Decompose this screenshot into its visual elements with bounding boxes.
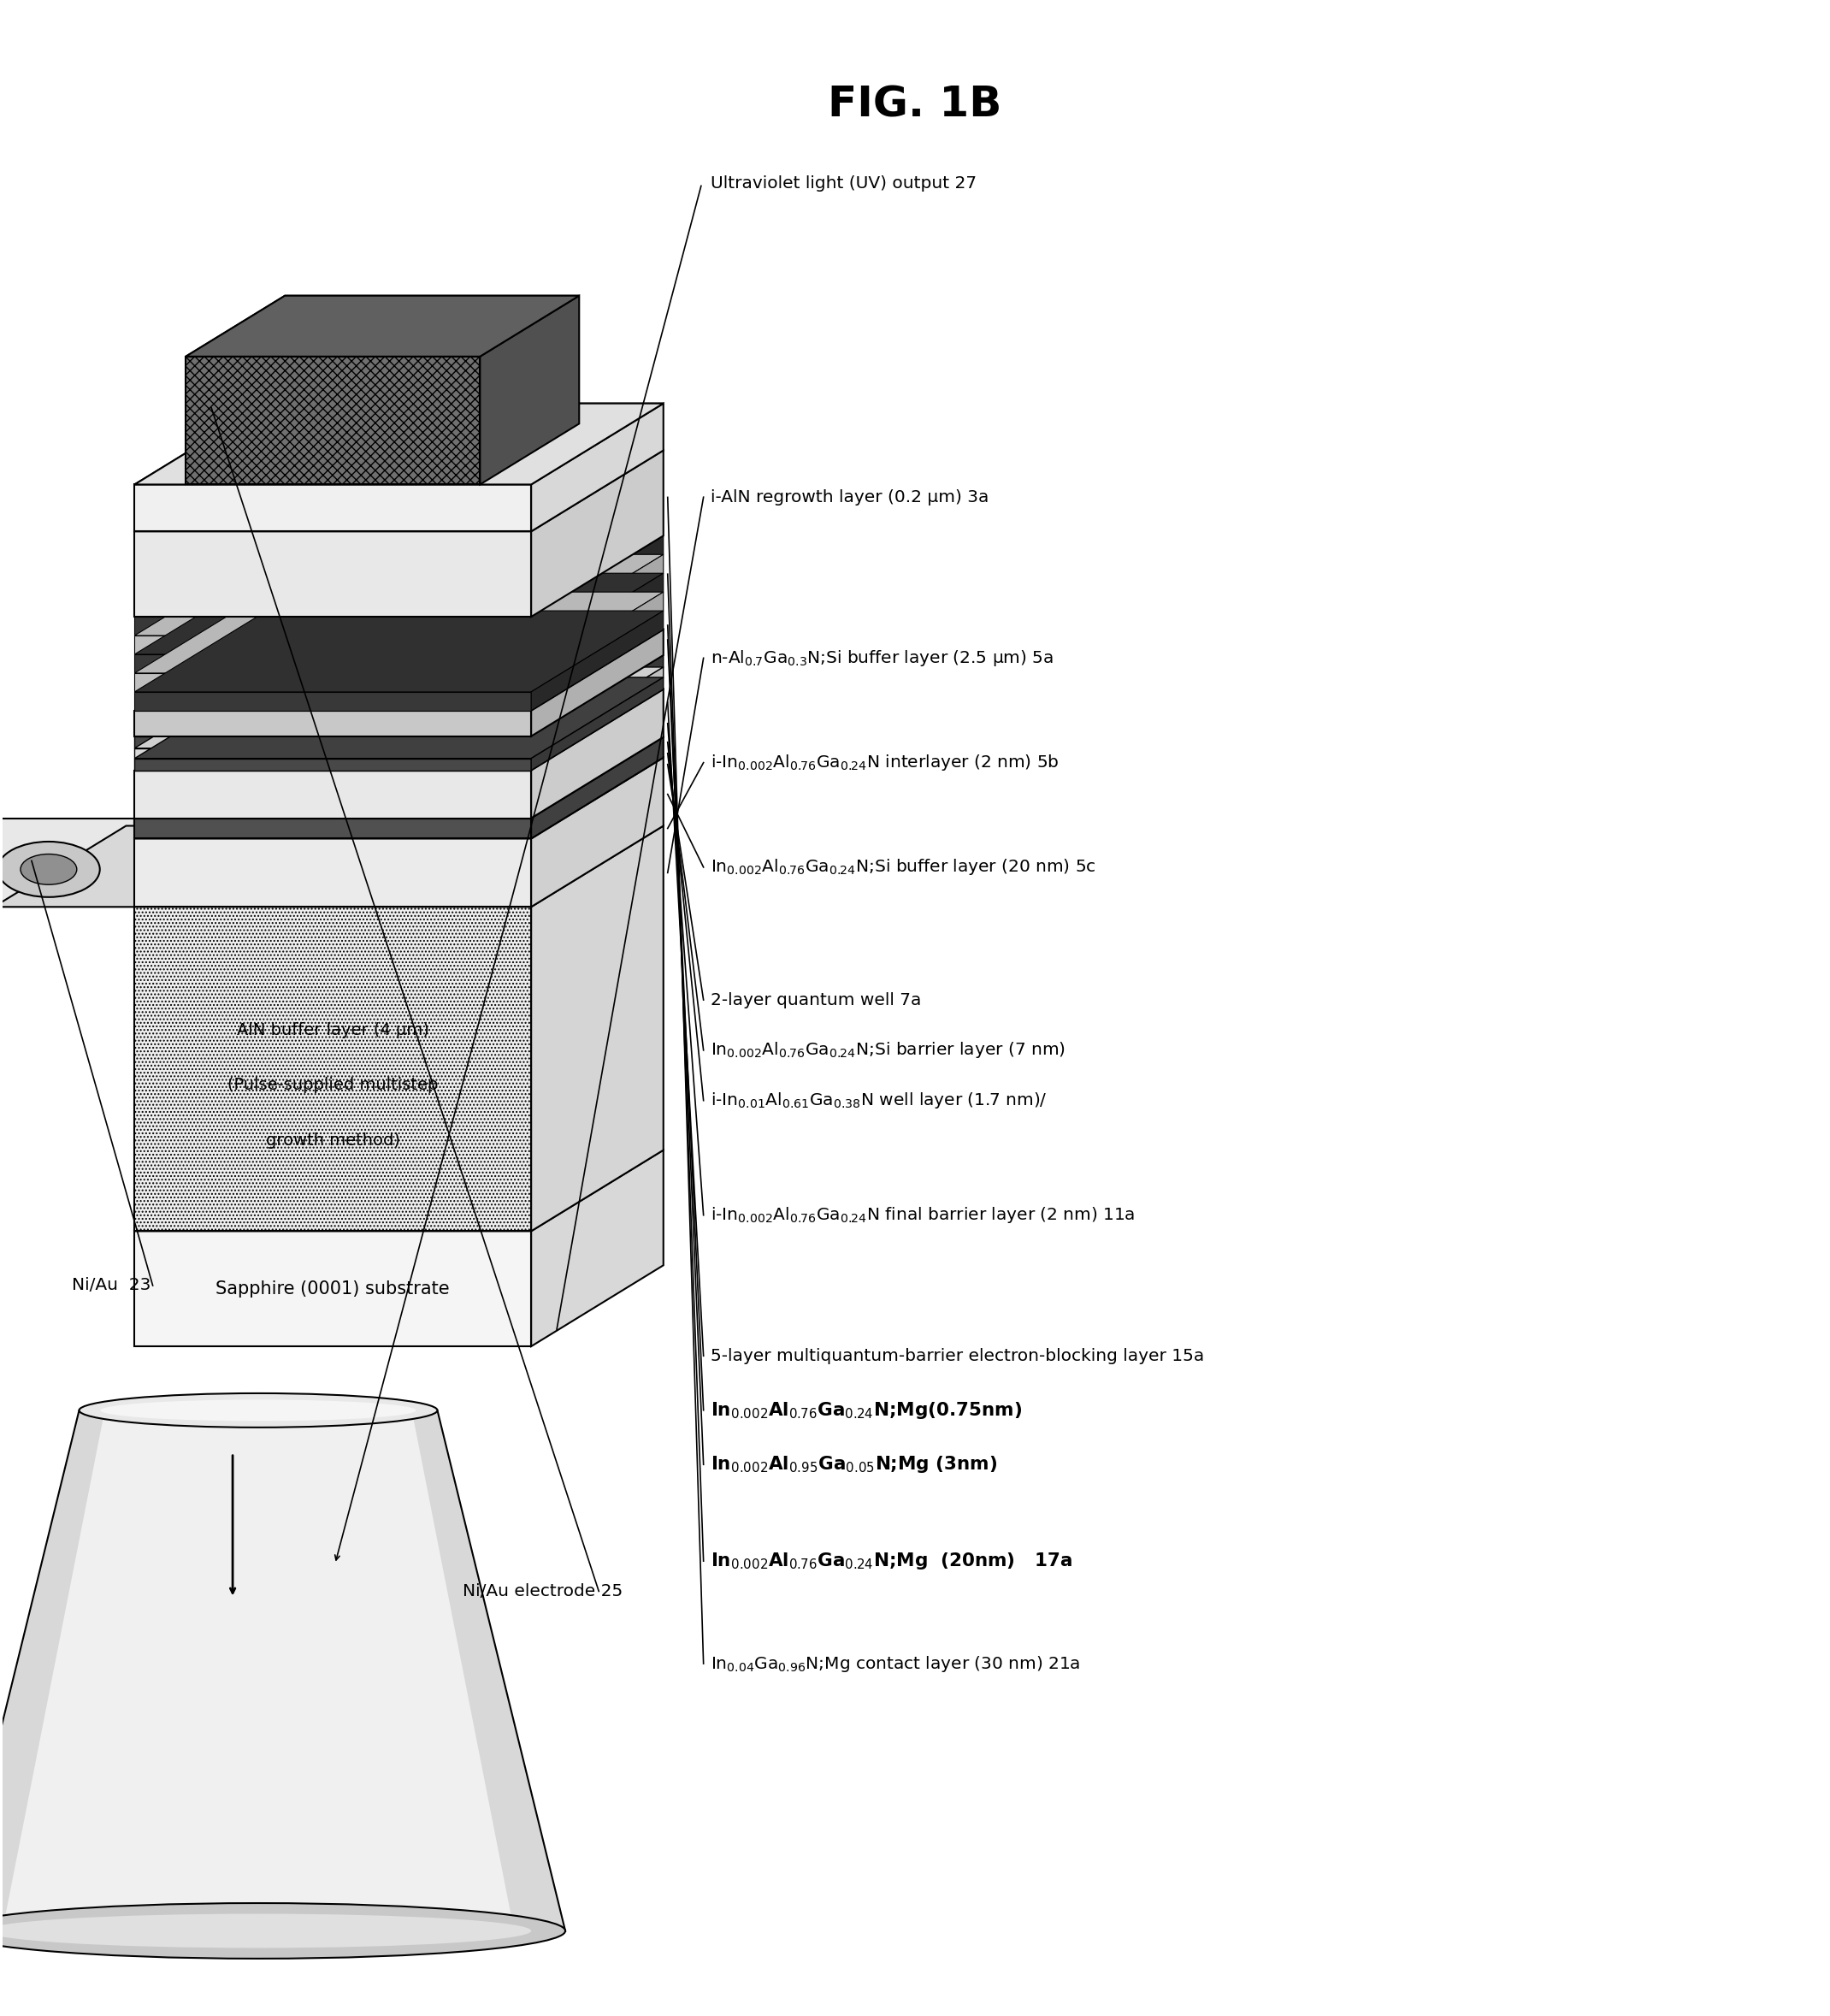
Polygon shape	[135, 691, 531, 710]
Polygon shape	[0, 827, 267, 907]
Polygon shape	[531, 655, 664, 748]
Polygon shape	[135, 655, 531, 673]
Text: i-In$_{0.002}$Al$_{0.76}$Ga$_{0.24}$N interlayer (2 nm) 5b: i-In$_{0.002}$Al$_{0.76}$Ga$_{0.24}$N in…	[710, 752, 1060, 772]
Text: FIG. 1B: FIG. 1B	[827, 85, 1003, 125]
Polygon shape	[531, 677, 664, 770]
Text: In$_{0.002}$Al$_{0.95}$Ga$_{0.05}$N;Mg (3nm): In$_{0.002}$Al$_{0.95}$Ga$_{0.05}$N;Mg (…	[710, 1454, 997, 1476]
Polygon shape	[531, 738, 664, 839]
Polygon shape	[135, 655, 664, 736]
Polygon shape	[2, 1411, 514, 1931]
Text: growth method): growth method)	[265, 1133, 401, 1149]
Polygon shape	[135, 536, 664, 617]
Text: In$_{0.04}$Ga$_{0.96}$N;Mg contact layer (30 nm) 21a: In$_{0.04}$Ga$_{0.96}$N;Mg contact layer…	[710, 1653, 1080, 1673]
Polygon shape	[135, 689, 664, 770]
Ellipse shape	[0, 1913, 531, 1947]
Polygon shape	[135, 617, 531, 635]
Polygon shape	[135, 573, 664, 655]
Polygon shape	[135, 667, 664, 748]
Polygon shape	[531, 611, 664, 710]
Polygon shape	[135, 1232, 531, 1347]
Polygon shape	[187, 357, 479, 484]
Text: n-Al$_{0.7}$Ga$_{0.3}$N;Si buffer layer (2.5 μm) 5a: n-Al$_{0.7}$Ga$_{0.3}$N;Si buffer layer …	[710, 649, 1054, 667]
Text: i-In$_{0.002}$Al$_{0.76}$Ga$_{0.24}$N final barrier layer (2 nm) 11a: i-In$_{0.002}$Al$_{0.76}$Ga$_{0.24}$N fi…	[710, 1206, 1135, 1226]
Polygon shape	[187, 296, 578, 357]
Text: Ultraviolet light (UV) output 27: Ultraviolet light (UV) output 27	[710, 175, 977, 192]
Text: In$_{0.002}$Al$_{0.76}$Ga$_{0.24}$N;Si barrier layer (7 nm): In$_{0.002}$Al$_{0.76}$Ga$_{0.24}$N;Si b…	[710, 1040, 1065, 1060]
Polygon shape	[531, 667, 664, 758]
Polygon shape	[135, 677, 664, 758]
Polygon shape	[531, 1149, 664, 1347]
Polygon shape	[135, 635, 531, 655]
Polygon shape	[135, 1149, 664, 1232]
Polygon shape	[135, 593, 664, 673]
Polygon shape	[531, 573, 664, 673]
Text: (Pulse-supplied multistep: (Pulse-supplied multistep	[227, 1077, 437, 1093]
Polygon shape	[135, 629, 664, 710]
Polygon shape	[135, 738, 664, 818]
Text: 5-layer multiquantum-barrier electron-blocking layer 15a: 5-layer multiquantum-barrier electron-bl…	[710, 1349, 1204, 1365]
Text: 2-layer quantum well 7a: 2-layer quantum well 7a	[710, 992, 920, 1008]
Polygon shape	[135, 673, 531, 691]
Text: i-AlN regrowth layer (0.2 μm) 3a: i-AlN regrowth layer (0.2 μm) 3a	[710, 490, 988, 506]
Text: In$_{0.002}$Al$_{0.76}$Ga$_{0.24}$N;Mg  (20nm)   17a: In$_{0.002}$Al$_{0.76}$Ga$_{0.24}$N;Mg (…	[710, 1550, 1072, 1570]
Polygon shape	[531, 629, 664, 736]
Polygon shape	[187, 296, 578, 357]
Text: In$_{0.002}$Al$_{0.76}$Ga$_{0.24}$N;Si buffer layer (20 nm) 5c: In$_{0.002}$Al$_{0.76}$Ga$_{0.24}$N;Si b…	[710, 857, 1096, 877]
Polygon shape	[531, 593, 664, 691]
Polygon shape	[531, 554, 664, 655]
Text: Sapphire (0001) substrate: Sapphire (0001) substrate	[216, 1280, 450, 1296]
Polygon shape	[135, 758, 531, 770]
Text: AlN buffer layer (4 μm): AlN buffer layer (4 μm)	[236, 1022, 428, 1038]
Text: i-In$_{0.01}$Al$_{0.61}$Ga$_{0.38}$N well layer (1.7 nm)/: i-In$_{0.01}$Al$_{0.61}$Ga$_{0.38}$N wel…	[710, 1091, 1047, 1111]
Polygon shape	[531, 403, 664, 532]
Polygon shape	[135, 611, 664, 691]
Polygon shape	[479, 296, 578, 484]
Polygon shape	[531, 536, 664, 635]
Ellipse shape	[79, 1393, 437, 1427]
Polygon shape	[531, 450, 664, 617]
Polygon shape	[135, 403, 664, 484]
Ellipse shape	[101, 1399, 415, 1421]
Polygon shape	[135, 403, 664, 484]
Ellipse shape	[20, 855, 77, 885]
Polygon shape	[135, 907, 531, 1232]
Polygon shape	[135, 710, 531, 736]
Polygon shape	[135, 758, 664, 839]
Polygon shape	[135, 532, 531, 617]
Polygon shape	[0, 818, 135, 907]
Polygon shape	[135, 770, 531, 818]
Text: Ni/Au electrode 25: Ni/Au electrode 25	[463, 1583, 622, 1599]
Polygon shape	[135, 450, 664, 532]
Text: In$_{0.002}$Al$_{0.76}$Ga$_{0.24}$N;Mg(0.75nm): In$_{0.002}$Al$_{0.76}$Ga$_{0.24}$N;Mg(0…	[710, 1399, 1021, 1421]
Polygon shape	[135, 736, 531, 748]
Polygon shape	[0, 1411, 565, 1931]
Polygon shape	[135, 839, 531, 907]
Text: Ni/Au  23: Ni/Au 23	[71, 1278, 150, 1294]
Polygon shape	[531, 689, 664, 818]
Polygon shape	[135, 827, 664, 907]
Ellipse shape	[0, 1903, 565, 1960]
Polygon shape	[135, 554, 664, 635]
Polygon shape	[135, 818, 531, 839]
Polygon shape	[531, 758, 664, 907]
Ellipse shape	[0, 841, 101, 897]
Polygon shape	[135, 748, 531, 758]
Polygon shape	[531, 827, 664, 1232]
Polygon shape	[135, 484, 531, 532]
